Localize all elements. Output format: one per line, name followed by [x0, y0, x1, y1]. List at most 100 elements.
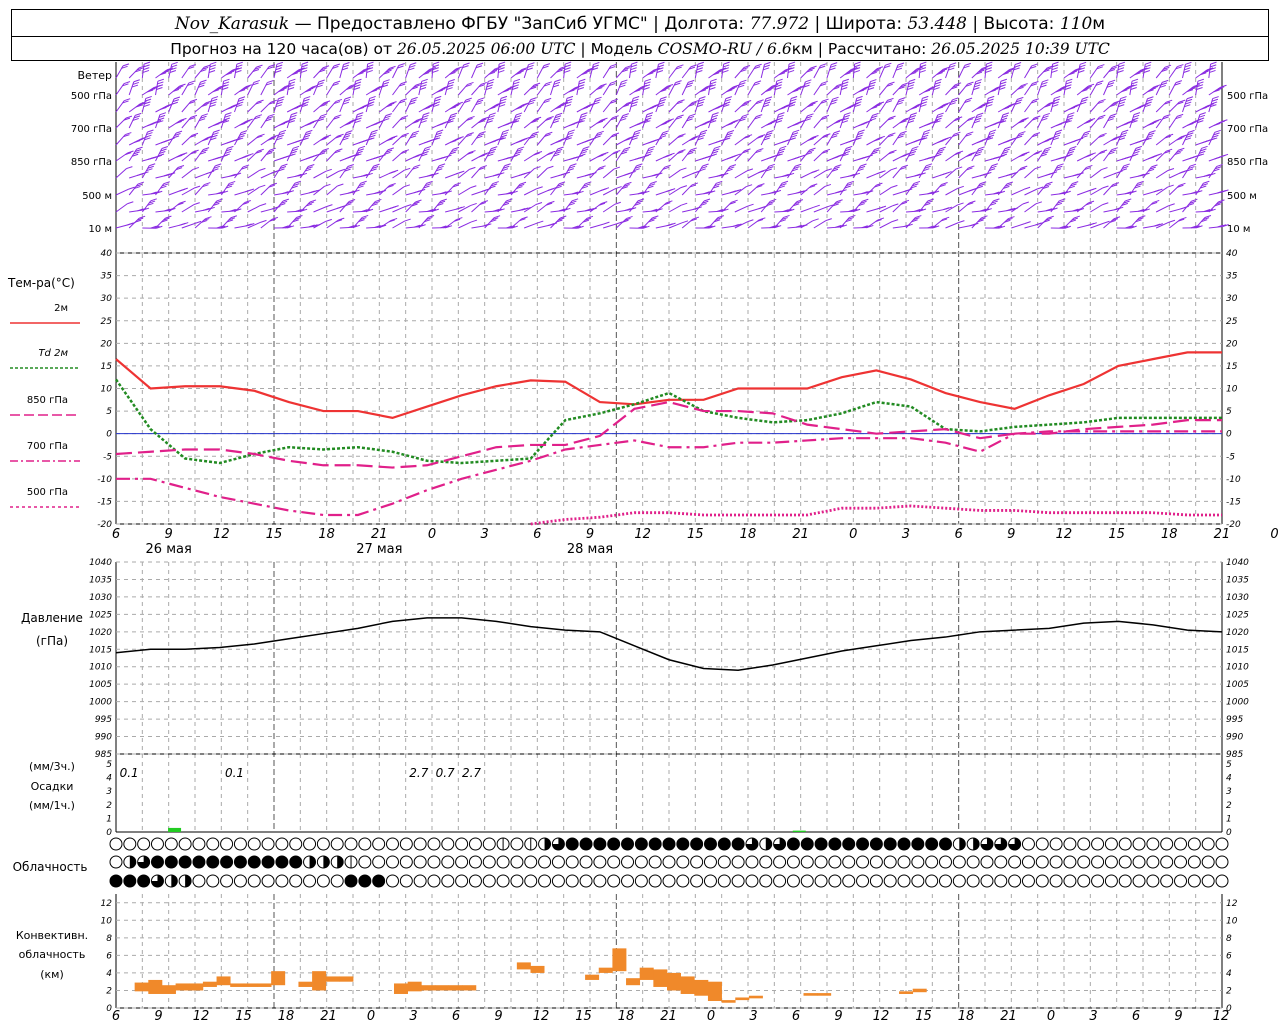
wind-barb — [1089, 132, 1107, 146]
temp-ytick-right: 30 — [1226, 294, 1238, 304]
wind-barb-flag — [1167, 184, 1174, 188]
wind-barb-flag — [700, 165, 708, 169]
wind-barb-flag — [862, 198, 869, 202]
wind-barb — [1182, 198, 1198, 213]
cloud-circle — [883, 855, 897, 869]
wind-barb — [181, 202, 200, 213]
wind-barb — [523, 131, 539, 146]
wind-barb — [853, 85, 872, 96]
wind-barb-flag — [411, 96, 418, 100]
wind-barb-flag — [190, 151, 197, 155]
wind-barb-flag — [1098, 64, 1105, 68]
wind-barb — [1195, 215, 1212, 229]
wind-barb-flag — [164, 69, 171, 72]
wind-barb-flag — [854, 104, 861, 108]
wind-barb-flag — [543, 83, 551, 87]
cloud-circle — [1174, 874, 1188, 888]
wind-barb-flag — [1149, 87, 1156, 91]
wind-barb-flag — [1032, 98, 1039, 102]
cloud-symbol — [413, 855, 427, 869]
wind-barb — [958, 200, 976, 213]
wind-barb — [642, 215, 659, 229]
cloud-circle — [1215, 855, 1229, 869]
wind-barb-flag — [1020, 118, 1027, 122]
wind-barb-flag — [156, 225, 163, 229]
wind-barb — [115, 98, 131, 113]
wind-barb-flag — [271, 206, 278, 210]
wind-barb — [128, 146, 143, 162]
wind-barb-flag — [677, 64, 684, 68]
wind-barb-flag — [647, 140, 655, 144]
cloud-circle — [109, 837, 123, 851]
wind-barb-flag — [513, 117, 521, 121]
wind-barb — [418, 145, 432, 162]
wind-barb — [866, 135, 885, 146]
wind-barb — [773, 112, 785, 129]
wind-barb-flag — [1024, 221, 1031, 225]
wind-barb — [431, 225, 453, 229]
wind-barb-flag — [897, 99, 905, 103]
wind-barb — [550, 146, 564, 162]
pres-ytick-left: 1010 — [89, 663, 112, 673]
cloud-symbol — [206, 837, 220, 851]
wind-barb-staff — [523, 204, 537, 213]
wind-barb-staff — [458, 187, 471, 196]
wind-barb — [945, 202, 964, 213]
cloud-circle — [690, 837, 704, 851]
wind-barb-flag — [646, 150, 653, 154]
wind-barb — [866, 182, 883, 196]
wind-barb-flag — [844, 106, 852, 110]
precip-bar — [168, 827, 182, 832]
precip-total-label: 2.7 — [462, 766, 481, 780]
wind-barb — [905, 180, 921, 196]
wind-barb — [1195, 172, 1216, 179]
wind-barb-flag — [481, 188, 489, 192]
wind-barb-flag — [964, 62, 971, 66]
wind-barb — [1090, 149, 1108, 162]
wind-barb-flag — [275, 67, 282, 71]
wind-barb — [379, 169, 399, 179]
wind-barb-flag — [579, 153, 586, 157]
wind-barb-flag — [795, 224, 803, 228]
cloud-symbol — [911, 874, 925, 888]
wind-barb-flag — [699, 168, 706, 172]
wind-barb-flag — [125, 115, 133, 119]
wind-barb-flag — [150, 198, 157, 202]
wind-barb-flag — [762, 104, 770, 108]
wind-barb-flag — [974, 84, 981, 88]
cloud-circle — [634, 855, 648, 869]
wind-barb-flag — [656, 70, 664, 73]
wind-barb — [457, 62, 470, 79]
wind-barb-flag — [265, 82, 273, 86]
wind-barb-staff — [984, 64, 987, 79]
wind-barb-flag — [795, 190, 802, 194]
temp-ytick-left: -20 — [97, 520, 112, 530]
wind-barb-staff — [1208, 64, 1212, 79]
wind-barb — [1103, 147, 1118, 162]
wind-barb-flag — [427, 209, 434, 212]
wind-barb-flag — [888, 151, 895, 155]
wind-barb-flag — [924, 157, 931, 160]
wind-barb-staff — [945, 222, 959, 229]
wind-barb-flag — [1187, 132, 1194, 136]
wind-barb-flag — [956, 150, 964, 154]
wind-barb-flag — [625, 65, 632, 69]
wind-barb-flag — [134, 219, 142, 223]
wind-barb-flag — [125, 152, 132, 156]
wind-barb-flag — [269, 147, 276, 151]
wind-barb-flag — [487, 117, 494, 121]
wind-barb — [721, 96, 732, 113]
wind-barb-flag — [648, 219, 655, 223]
wind-barb-flag — [1121, 202, 1128, 206]
wind-barb-flag — [1042, 79, 1049, 83]
wind-barb-flag — [1179, 170, 1186, 174]
wind-barb-flag — [712, 185, 720, 189]
wind-barb-flag — [939, 105, 946, 109]
wind-barb-flag — [1144, 67, 1151, 71]
wind-barb — [602, 98, 619, 113]
wind-barb — [510, 146, 525, 162]
wind-barb — [405, 96, 418, 113]
wind-barb-flag — [1118, 104, 1125, 108]
wind-barb-flag — [742, 150, 749, 154]
wind-barb-flag — [515, 151, 522, 155]
